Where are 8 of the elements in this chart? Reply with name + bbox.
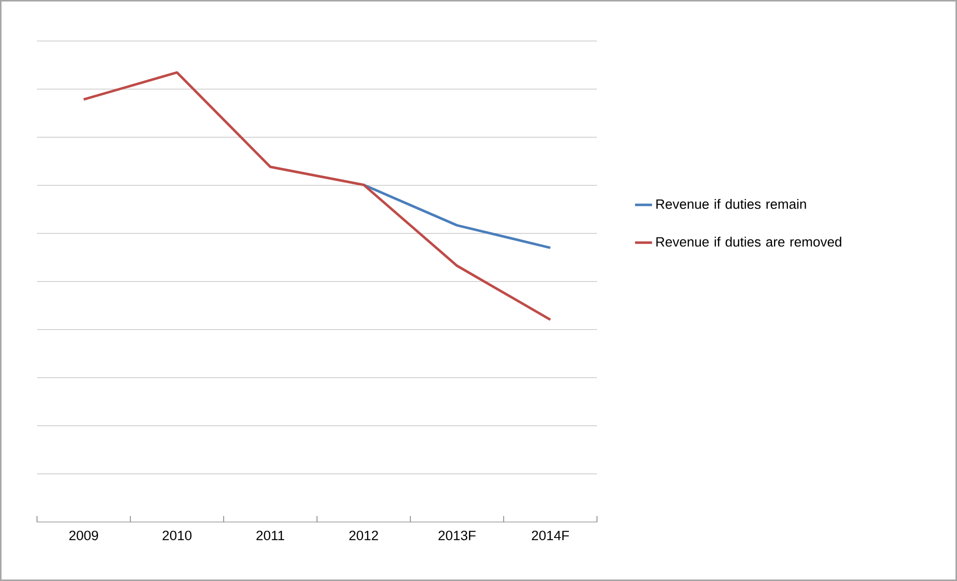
legend-label: Revenue if duties are removed — [656, 236, 842, 247]
legend-label: Revenue if duties remain — [656, 198, 806, 209]
x-tick-label: 2011 — [256, 530, 284, 540]
x-tick-label: 2014F — [532, 530, 569, 540]
x-tick-label: 2009 — [69, 530, 98, 540]
x-tick-label: 2010 — [162, 530, 192, 540]
x-tick-label: 2013F — [438, 530, 476, 540]
x-tick-label: 2012 — [349, 530, 378, 540]
